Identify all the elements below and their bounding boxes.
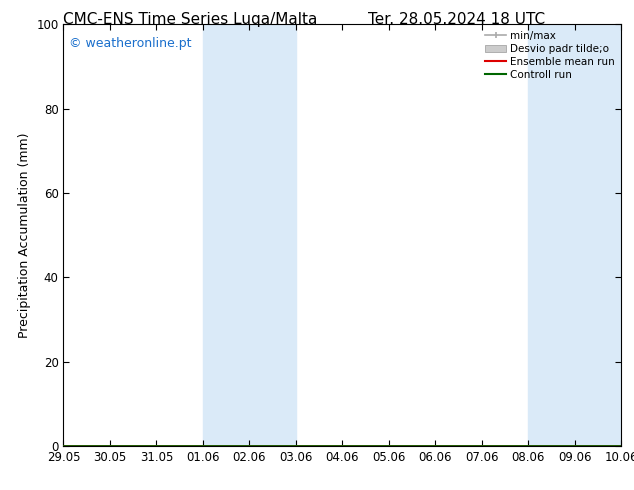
Text: © weatheronline.pt: © weatheronline.pt bbox=[69, 37, 191, 50]
Legend: min/max, Desvio padr tilde;o, Ensemble mean run, Controll run: min/max, Desvio padr tilde;o, Ensemble m… bbox=[481, 26, 619, 84]
Bar bbox=[528, 24, 621, 446]
Text: CMC-ENS Time Series Luqa/Malta: CMC-ENS Time Series Luqa/Malta bbox=[63, 12, 318, 27]
Y-axis label: Precipitation Accumulation (mm): Precipitation Accumulation (mm) bbox=[18, 132, 30, 338]
Bar bbox=[203, 24, 296, 446]
Text: Ter. 28.05.2024 18 UTC: Ter. 28.05.2024 18 UTC bbox=[368, 12, 545, 27]
